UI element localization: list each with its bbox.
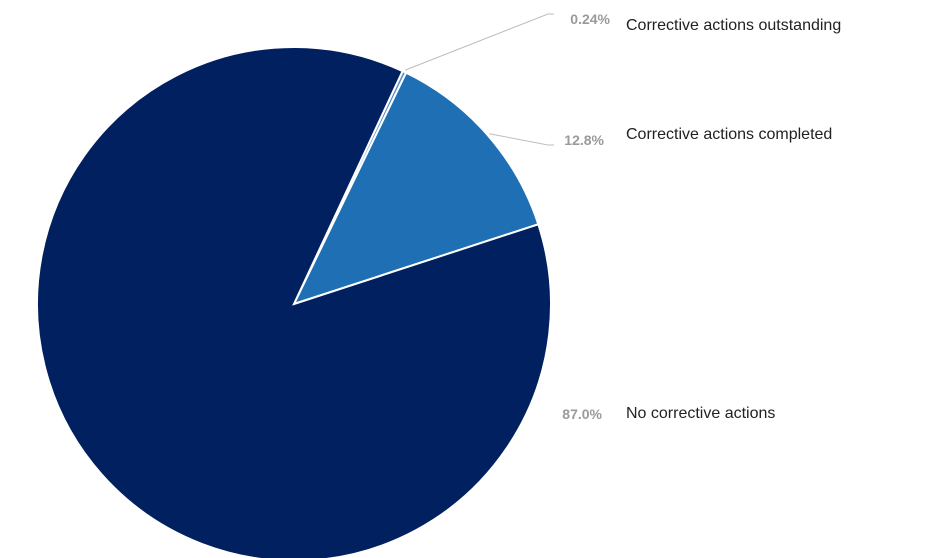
slice-percent-label-outstanding: 0.24%: [570, 11, 610, 27]
leader-line-completed: [489, 133, 554, 146]
slice-percent-label-none: 87.0%: [562, 406, 602, 422]
slice-category-label-none: No corrective actions: [626, 405, 775, 422]
slice-category-label-outstanding: Corrective actions outstanding: [626, 17, 841, 34]
pie-slices: [36, 46, 552, 558]
slice-percent-label-completed: 12.8%: [564, 132, 604, 148]
pie-slice-completed: [292, 71, 540, 306]
leader-lines: [405, 13, 554, 146]
slice-category-label-completed: Corrective actions completed: [626, 126, 832, 143]
leader-line-outstanding: [405, 13, 554, 71]
pie-slice-none: [36, 46, 552, 558]
